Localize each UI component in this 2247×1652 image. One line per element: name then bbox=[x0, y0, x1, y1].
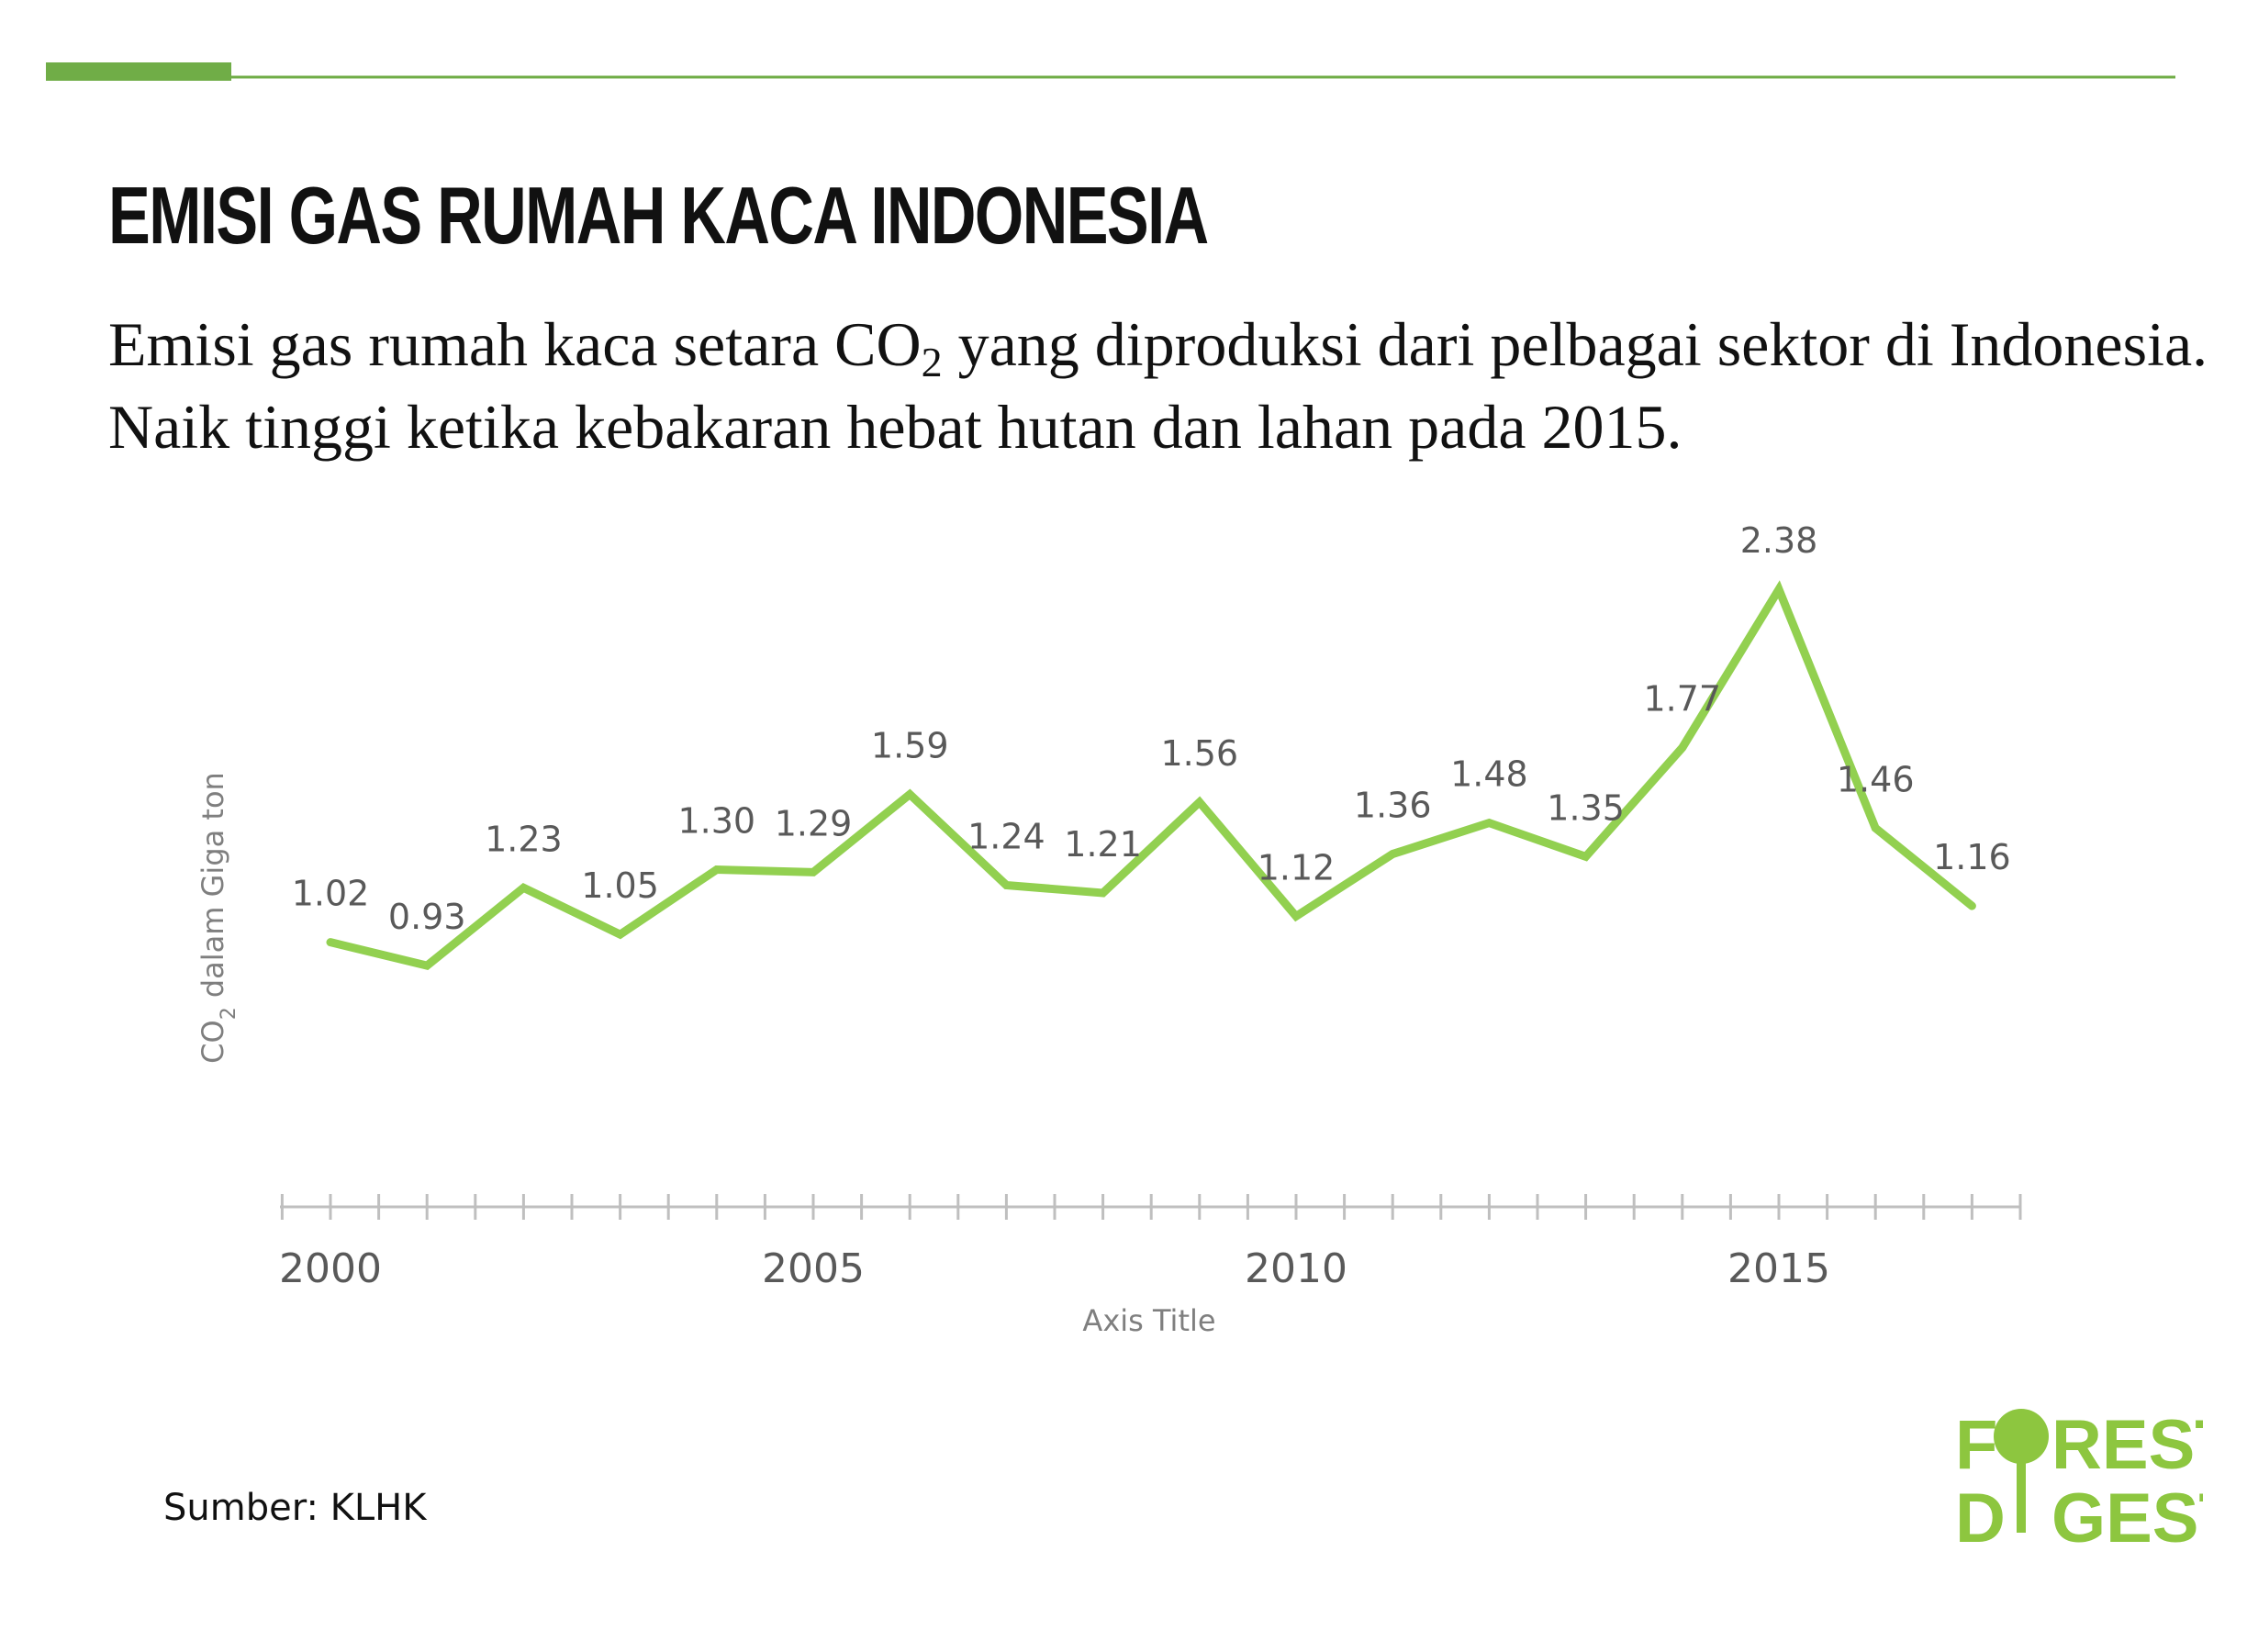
data-label: 1.59 bbox=[871, 726, 949, 766]
data-label: 1.56 bbox=[1160, 733, 1238, 774]
y-axis-title-sub: 2 bbox=[218, 1007, 240, 1020]
y-axis-title: CO2 dalam Giga ton bbox=[196, 772, 240, 1064]
data-label: 1.36 bbox=[1354, 786, 1432, 826]
header-rule-accent bbox=[46, 62, 231, 81]
data-point bbox=[1874, 827, 1877, 830]
data-label: 1.02 bbox=[292, 874, 370, 914]
logo-line1-rest: REST bbox=[2051, 1406, 2203, 1484]
data-label: 1.05 bbox=[581, 865, 659, 906]
page-subtitle: Emisi gas rumah kaca setara CO2 yang dip… bbox=[108, 303, 2210, 468]
x-tick-label: 2010 bbox=[1245, 1245, 1347, 1292]
data-point bbox=[1005, 884, 1008, 887]
subtitle-part2: yang diproduksi dari pelbagai sektor di … bbox=[108, 309, 2208, 462]
data-point bbox=[330, 941, 331, 943]
data-point bbox=[1971, 905, 1973, 908]
subtitle-subscript: 2 bbox=[921, 339, 943, 385]
data-point bbox=[1681, 746, 1683, 749]
data-label: 1.24 bbox=[967, 816, 1045, 856]
data-label: 1.12 bbox=[1258, 847, 1336, 887]
logo-line2-rest: GEST bbox=[2051, 1479, 2203, 1557]
data-label: 0.93 bbox=[388, 897, 466, 937]
data-point bbox=[1584, 855, 1587, 858]
data-point bbox=[1101, 891, 1104, 894]
forest-digest-logo: F REST D GEST bbox=[1955, 1406, 2203, 1557]
data-label: 1.16 bbox=[1933, 837, 2011, 877]
data-label: 1.48 bbox=[1450, 754, 1528, 795]
y-axis-title-part2: dalam Giga ton bbox=[196, 772, 230, 1007]
data-point bbox=[426, 965, 429, 967]
data-label: 2.38 bbox=[1740, 520, 1818, 561]
data-label: 1.29 bbox=[775, 803, 853, 843]
page-title: EMISI GAS RUMAH KACA INDONESIA bbox=[108, 170, 1209, 261]
data-label: 1.23 bbox=[485, 819, 563, 859]
header-rule bbox=[46, 62, 2175, 81]
logo-line2-first: D bbox=[1955, 1479, 2006, 1557]
data-point bbox=[812, 871, 814, 874]
data-point bbox=[1392, 853, 1394, 855]
subtitle-part1: Emisi gas rumah kaca setara CO bbox=[108, 309, 922, 379]
x-axis-title: Axis Title bbox=[1082, 1303, 1215, 1338]
data-label: 1.77 bbox=[1643, 679, 1721, 720]
tree-icon bbox=[1994, 1409, 2049, 1533]
data-point bbox=[715, 868, 718, 871]
data-point bbox=[619, 933, 621, 936]
data-point bbox=[1778, 588, 1780, 591]
logo-line1-first: F bbox=[1955, 1406, 1997, 1484]
emissions-line-chart: 2000 2005 2010 2015 Axis Title CO2 dalam Giga… bbox=[196, 520, 2022, 1338]
y-axis-title-part1: CO bbox=[196, 1020, 230, 1064]
source-note: Sumber: KLHK bbox=[163, 1487, 427, 1529]
x-tick-label: 2005 bbox=[762, 1245, 865, 1292]
data-label: 1.35 bbox=[1547, 787, 1625, 828]
x-tick-label: 2015 bbox=[1727, 1245, 1830, 1292]
x-tick-label: 2000 bbox=[279, 1245, 382, 1292]
data-point bbox=[522, 887, 525, 889]
data-point bbox=[1198, 801, 1201, 803]
data-label: 1.46 bbox=[1837, 759, 1915, 799]
data-label: 1.30 bbox=[677, 801, 755, 842]
data-point bbox=[1488, 821, 1491, 824]
data-label: 1.21 bbox=[1064, 824, 1142, 865]
data-point bbox=[909, 793, 911, 796]
data-point bbox=[1295, 915, 1297, 918]
series-line bbox=[326, 580, 1976, 970]
